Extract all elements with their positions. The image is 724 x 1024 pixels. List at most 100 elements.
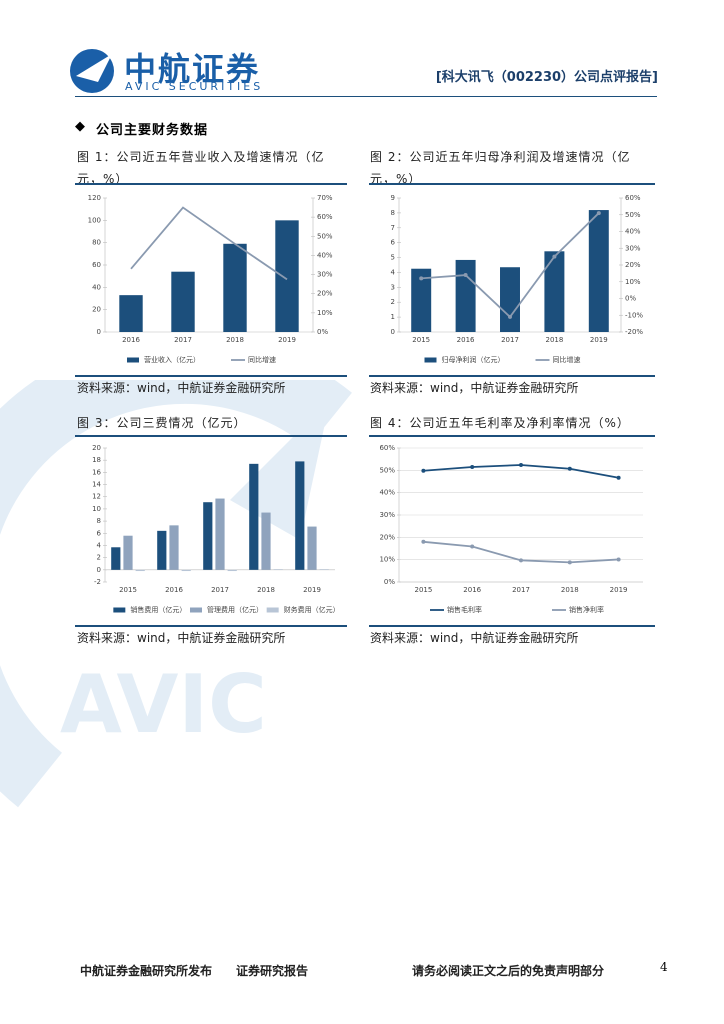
- x-tick-label: 2017: [174, 336, 192, 344]
- legend-label: 财务费用（亿元）: [284, 605, 340, 614]
- logo-icon: [70, 49, 114, 93]
- figure-rule: [75, 625, 347, 627]
- logo-cn: 中航证券: [124, 50, 261, 88]
- legend-swatch: [266, 607, 279, 613]
- x-tick-label: 2018: [226, 336, 244, 344]
- figure-caption: 图 1：公司近五年营业收入及增速情况（亿元，%）: [77, 150, 325, 186]
- footer-publisher: 中航证券金融研究所发布: [80, 964, 213, 978]
- figure-rule: [369, 625, 655, 627]
- tick-label: 18: [92, 456, 101, 464]
- figure-rule: [369, 435, 655, 437]
- x-tick-label: 2017: [501, 336, 519, 344]
- point: [519, 558, 523, 563]
- figure-caption: 图 3：公司三费情况（亿元）: [77, 416, 247, 430]
- tick-label: 4: [97, 541, 102, 549]
- bar: [123, 535, 133, 570]
- chart: 0% 10% 20% 30% 40% 50% 60% 2015 2016 2017 2018 2019…: [379, 444, 643, 614]
- tick-label: 9: [391, 194, 395, 202]
- chart: 0 20 40 60 80 100 120 0% 10% 20% 30% 40% 50% 60% 70% 20…: [88, 194, 333, 364]
- bar: [215, 498, 225, 570]
- point: [419, 276, 424, 281]
- x-tick-label: 2019: [590, 336, 608, 344]
- bar: [588, 210, 609, 332]
- tick-label: 0: [391, 328, 395, 336]
- x-tick-label: 2016: [122, 336, 140, 344]
- tick-label: 2: [391, 298, 395, 306]
- tick-label: 120: [88, 194, 101, 202]
- bar: [203, 502, 213, 570]
- figure-source: 资料来源：wind，中航证券金融研究所: [370, 381, 579, 395]
- tick-label: 60%: [625, 194, 641, 202]
- figure-caption: 图 2：公司近五年归母净利润及增速情况（亿元，%）: [370, 150, 631, 186]
- figure-rule: [75, 435, 347, 437]
- tick-label: 10: [92, 505, 101, 513]
- tick-label: 12: [92, 493, 101, 501]
- x-tick-label: 2019: [303, 586, 321, 594]
- bar: [411, 268, 432, 332]
- tick-label: 40%: [625, 228, 641, 236]
- x-tick-label: 2019: [278, 336, 296, 344]
- bar: [295, 461, 305, 570]
- bar: [227, 569, 237, 572]
- tick-label: 30%: [317, 271, 333, 279]
- bar: [500, 267, 520, 332]
- point: [519, 462, 523, 467]
- bar: [171, 271, 195, 332]
- tick-label: 2: [97, 554, 101, 562]
- point: [470, 464, 475, 469]
- legend-label: 管理费用（亿元）: [207, 605, 263, 614]
- tick-label: 3: [391, 283, 395, 291]
- bar: [275, 220, 299, 332]
- line: [130, 206, 288, 281]
- tick-label: 0%: [317, 328, 328, 336]
- tick-label: 20: [92, 444, 101, 452]
- legend-label: 同比增速: [553, 355, 581, 364]
- legend-swatch: [424, 357, 437, 363]
- x-tick-label: 2015: [414, 586, 432, 594]
- bar: [544, 251, 565, 332]
- point: [508, 314, 512, 319]
- legend-label: 销售净利率: [569, 605, 604, 614]
- bar: [319, 569, 329, 570]
- report-title: [科大讯飞（002230）公司点评报告]: [435, 70, 658, 85]
- x-tick-label: 2019: [610, 586, 628, 594]
- tick-label: 14: [92, 481, 101, 489]
- page-number: 4: [660, 960, 668, 974]
- chart: -2 0 2 4 6 8 10 12 14 16 18 20 2015 2016 2017 2018 2019 销…: [92, 444, 340, 614]
- x-tick-label: 2018: [545, 336, 563, 344]
- figure-rule: [75, 183, 347, 185]
- x-tick-label: 2016: [165, 586, 183, 594]
- point: [567, 466, 572, 471]
- tick-label: 8: [97, 517, 101, 525]
- point: [470, 544, 475, 549]
- watermark-text: AVIC: [60, 658, 267, 751]
- tick-label: 50%: [317, 232, 333, 240]
- x-tick-label: 2015: [412, 336, 430, 344]
- legend-label: 同比增速: [248, 355, 276, 364]
- tick-label: 20%: [625, 261, 641, 269]
- tick-label: 0: [97, 328, 101, 336]
- figure-rule: [75, 375, 347, 377]
- figure-source: 资料来源：wind，中航证券金融研究所: [77, 381, 286, 395]
- point: [596, 211, 601, 216]
- section-title: 公司主要财务数据: [96, 123, 209, 138]
- tick-label: 40%: [379, 489, 395, 497]
- figure-caption: 图 4：公司近五年毛利率及净利率情况（%）: [370, 416, 630, 430]
- logo-en: AVIC SECURITIES: [125, 80, 264, 93]
- point: [616, 475, 621, 480]
- legend-swatch: [127, 357, 139, 363]
- bar: [157, 530, 167, 570]
- figure-source: 资料来源：wind，中航证券金融研究所: [77, 631, 286, 645]
- bar: [307, 526, 317, 570]
- bar: [135, 569, 145, 572]
- header-rule: [75, 96, 657, 97]
- tick-label: -10%: [625, 311, 643, 319]
- tick-label: 20%: [317, 290, 333, 298]
- tick-label: 0%: [625, 295, 636, 303]
- tick-label: 8: [391, 209, 395, 217]
- point: [552, 254, 557, 259]
- tick-label: 6: [391, 239, 396, 247]
- tick-label: 1: [391, 313, 395, 321]
- figure-rule: [369, 183, 655, 185]
- figure-source: 资料来源：wind，中航证券金融研究所: [370, 631, 579, 645]
